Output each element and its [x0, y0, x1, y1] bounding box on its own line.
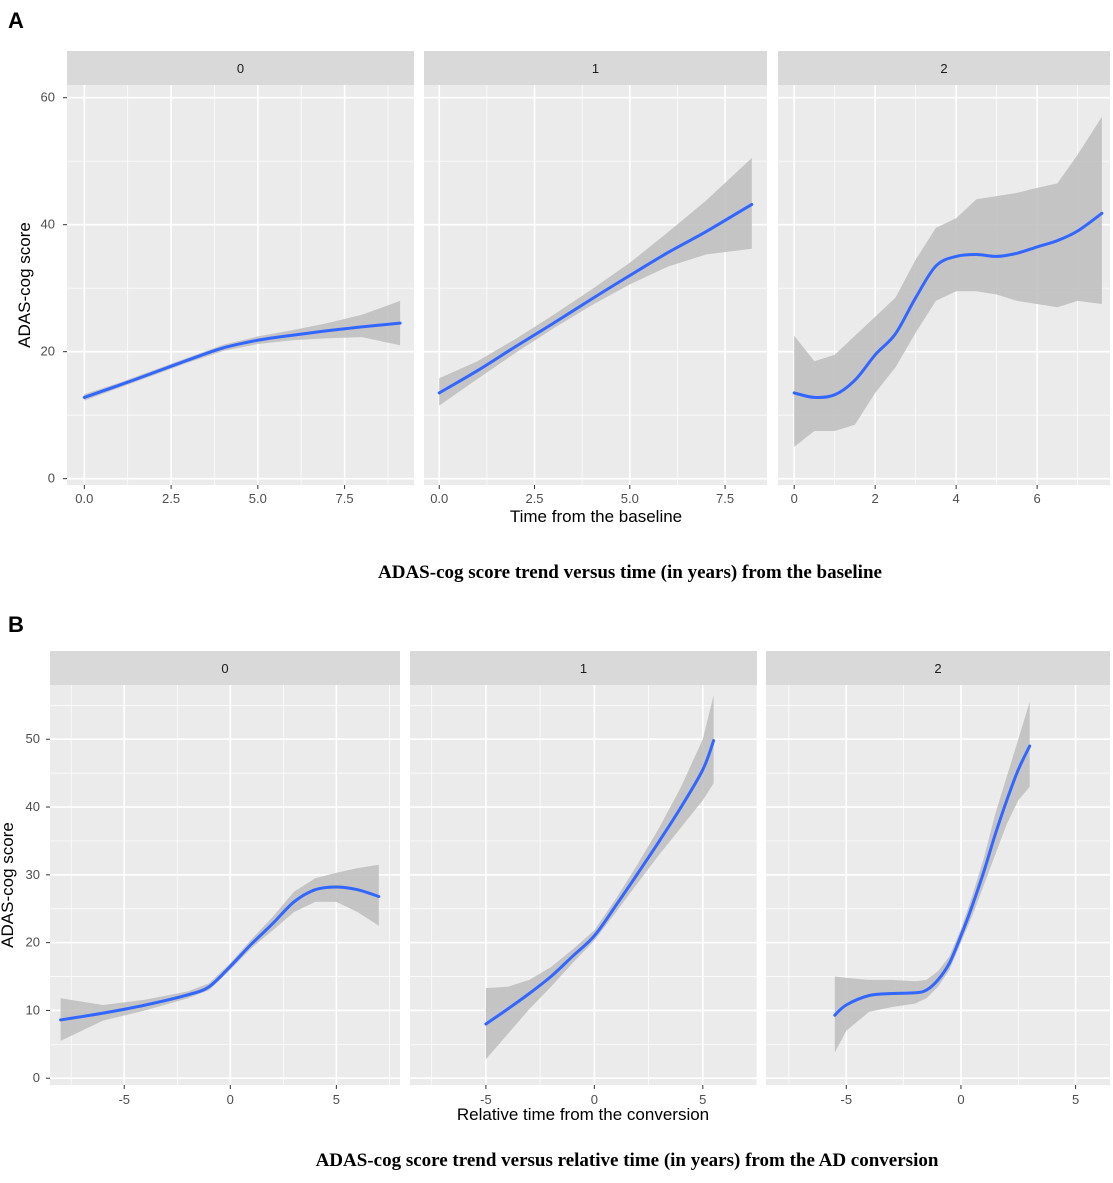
x-tick-label: -5	[118, 1092, 130, 1107]
y-axis-title: ADAS-cog score	[15, 222, 34, 348]
x-tick-label: 4	[953, 491, 960, 506]
facet-strip	[50, 651, 400, 685]
caption-b: ADAS-cog score trend versus relative tim…	[316, 1150, 939, 1171]
x-tick-label: -5	[480, 1092, 492, 1107]
x-tick-label: 2.5	[162, 491, 180, 506]
x-tick-label: 5	[333, 1092, 340, 1107]
confidence-ribbon	[485, 695, 714, 1060]
y-tick-label: 50	[26, 731, 40, 746]
x-tick-label: 7.5	[716, 491, 734, 506]
y-tick-label: 20	[41, 344, 55, 359]
x-axis-title: Relative time from the conversion	[457, 1105, 709, 1124]
panel-background	[424, 85, 767, 485]
facet-strip	[766, 651, 1110, 685]
y-tick-label: 60	[41, 90, 55, 105]
y-axis-title: ADAS-cog score	[0, 822, 17, 948]
x-tick-label: 0.0	[75, 491, 93, 506]
x-tick-label: 2	[872, 491, 879, 506]
panel-background	[67, 85, 414, 485]
y-tick-label: 40	[41, 217, 55, 232]
facet-strip	[424, 51, 767, 85]
x-tick-label: 5	[1072, 1092, 1079, 1107]
confidence-ribbon	[60, 864, 379, 1041]
facet-1: 1 0.0 2.5 5.0 7.5	[424, 51, 767, 506]
x-axis-title: Time from the baseline	[510, 507, 682, 526]
facet-2: 2 -5 0 5	[766, 651, 1110, 1107]
facet-strip	[778, 51, 1110, 85]
x-tick-label: 5.0	[249, 491, 267, 506]
facet-strip	[410, 651, 757, 685]
x-tick-label: 5.0	[621, 491, 639, 506]
trend-line	[437, 202, 754, 395]
confidence-ribbon	[834, 701, 1030, 1053]
x-tick-label: -5	[840, 1092, 852, 1107]
x-tick-label: 0	[957, 1092, 964, 1107]
x-tick-label: 2.5	[525, 491, 543, 506]
y-tick-label: 0	[33, 1070, 40, 1085]
x-tick-label: 0	[591, 1092, 598, 1107]
confidence-ribbon	[794, 116, 1102, 447]
y-tick-label: 10	[26, 1002, 40, 1017]
y-tick-label: 0	[48, 471, 55, 486]
trend-line	[792, 211, 1104, 400]
facet-strip	[67, 51, 414, 85]
x-tick-label: 0	[227, 1092, 234, 1107]
facet-strip-label: 1	[580, 661, 587, 676]
x-tick-label: 0.0	[430, 491, 448, 506]
panel-b-label: B	[8, 612, 24, 637]
facet-2: 2 0 2 4 6	[778, 51, 1110, 506]
facet-strip-label: 1	[592, 61, 599, 76]
x-tick-label: 7.5	[336, 491, 354, 506]
y-tick-label: 40	[26, 799, 40, 814]
trend-line	[59, 885, 381, 1022]
trend-line	[82, 321, 402, 399]
x-tick-label: 6	[1034, 491, 1041, 506]
x-tick-label: 5	[699, 1092, 706, 1107]
panel-background	[766, 685, 1110, 1085]
facet-strip-label: 2	[940, 61, 947, 76]
facet-1: 1 -5 0 5	[410, 651, 758, 1107]
facet-0: 0 -5 0 5	[50, 651, 400, 1107]
x-tick-label: 0	[791, 491, 798, 506]
facet-strip-label: 0	[237, 61, 244, 76]
y-tick-label: 30	[26, 867, 40, 882]
confidence-ribbon	[84, 300, 401, 401]
trend-line	[833, 744, 1032, 1017]
panel-a-label: A	[8, 8, 24, 33]
trend-line	[484, 739, 716, 1026]
caption-a: ADAS-cog score trend versus time (in yea…	[378, 562, 882, 583]
facet-0: 0 0.0 2.5 5.0 7.5	[67, 51, 414, 506]
y-tick-label: 20	[26, 935, 40, 950]
facet-strip-label: 2	[934, 661, 941, 676]
facet-strip-label: 0	[221, 661, 228, 676]
